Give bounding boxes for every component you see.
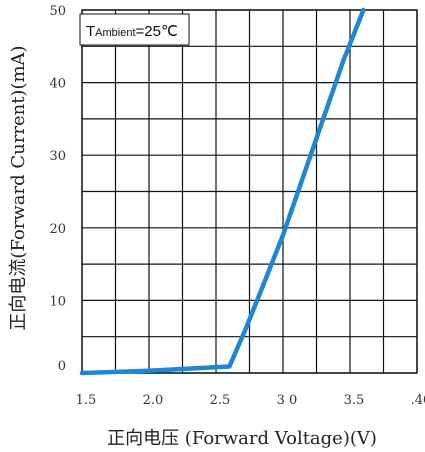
y-tick-label: 10 [49,294,66,309]
annotation: TAmbient=25℃ [79,13,190,46]
y-axis-title: 正向电流(Forward Current)(mA) [8,45,29,330]
tick-labels: 1.5 2.0 2.5 3 0 3.5 .40 0 10 20 30 40 50 [49,4,425,408]
annotation-symbol: T [86,23,95,40]
y-tick-label: 30 [49,149,66,164]
series-group [79,7,366,376]
annotation-text: TAmbient=25℃ [86,23,178,40]
x-tick-label: 2.0 [143,393,164,408]
annotation-box [79,13,190,46]
x-tick-label: 1.5 [76,393,97,408]
y-tick-label: 40 [49,77,66,92]
annotation-value: =25℃ [136,23,178,40]
x-tick-label: 2.5 [210,393,231,408]
y-tick-label: 20 [49,222,66,237]
x-tick-label: 3.5 [344,393,365,408]
x-tick-label: .40 [411,393,425,408]
series-line [79,7,366,376]
annotation-subscript: Ambient [95,27,135,39]
plot-frame [81,9,418,374]
x-tick-label: 3 0 [277,393,298,408]
y-tick-label: 50 [49,4,66,19]
y-tick-label: 0 [58,359,66,374]
x-axis-title: 正向电压 (Forward Voltage)(V) [107,428,377,449]
